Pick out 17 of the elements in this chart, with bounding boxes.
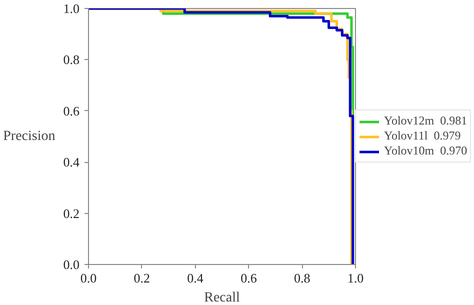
x-tick-label: 0.0 [80, 270, 97, 286]
y-axis-title: Precision [3, 129, 56, 144]
legend-label: Yolov11l 0.979 [384, 128, 461, 144]
x-tick-label: 0.2 [134, 270, 150, 286]
x-axis-title: Recall [204, 290, 240, 305]
x-tick-label: 1.0 [347, 270, 364, 286]
y-tick-label: 0.6 [63, 103, 80, 118]
y-tick-label: 0.4 [63, 154, 80, 170]
x-tick-label: 0.8 [294, 270, 310, 286]
legend-label: Yolov12m 0.981 [384, 114, 468, 128]
legend-label: Yolov10m 0.970 [384, 144, 468, 158]
x-tick-label: 0.4 [187, 270, 204, 286]
x-tick-label: 0.6 [240, 270, 258, 286]
y-tick-label: 1.0 [63, 1, 80, 16]
y-tick-label: 0.2 [63, 206, 80, 221]
y-tick-label: 0.0 [63, 257, 80, 272]
y-tick-label: 0.8 [63, 52, 80, 68]
